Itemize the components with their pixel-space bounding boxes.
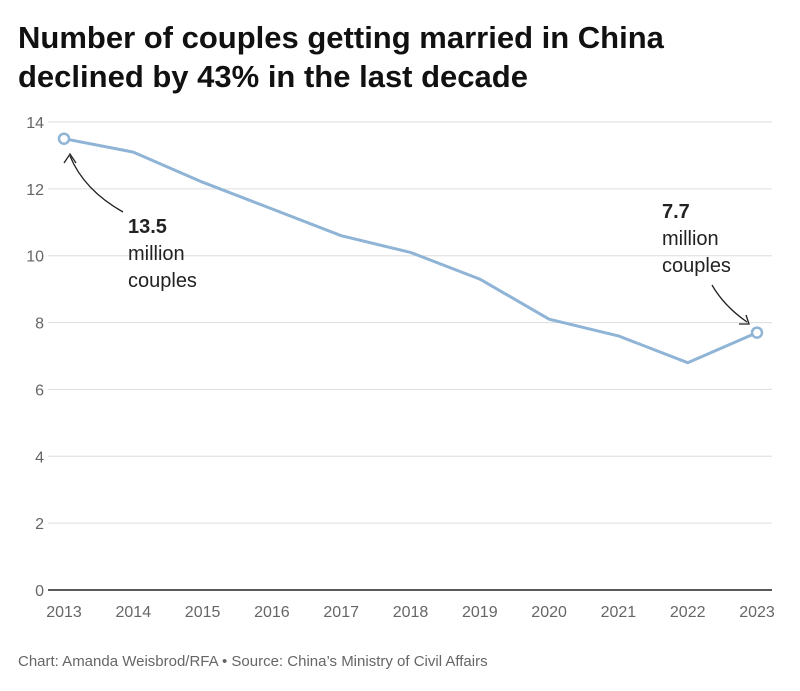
- y-tick-label: 6: [35, 382, 44, 399]
- chart-title: Number of couples getting married in Chi…: [18, 20, 664, 94]
- gridlines: [48, 121, 772, 524]
- x-tick-label: 2021: [601, 604, 637, 621]
- x-tick-label: 2016: [254, 604, 290, 621]
- y-tick-labels: 0 2 4 6 8 10 12 14: [26, 115, 44, 600]
- x-tick-labels: 2013 2014 2015 2016 2017 2018 2019 2020 2021 2022…: [46, 604, 775, 621]
- point-marker-start: [57, 132, 71, 145]
- annotation-unit-start: million: [128, 243, 185, 265]
- point-marker-end: [750, 326, 764, 339]
- annotation-label-start: couples: [128, 270, 197, 292]
- x-tick-label: 2022: [670, 604, 706, 621]
- y-tick-label: 8: [35, 316, 44, 333]
- annotation-arrow-end: [711, 284, 748, 323]
- annotated-points: [57, 132, 764, 339]
- x-tick-label: 2019: [462, 604, 498, 621]
- series-line-marriages: [62, 137, 759, 365]
- x-tick-label: 2013: [46, 604, 82, 621]
- line-chart: 0 2 4 6 8 10 12 14 2013 2014 2015 2016 2017 2018 2019…: [26, 115, 775, 621]
- x-tick-label: 2015: [185, 604, 221, 621]
- annotation-value-end: 7.7: [662, 201, 690, 223]
- x-tick-label: 2014: [116, 604, 152, 621]
- y-tick-label: 10: [26, 249, 44, 266]
- y-tick-label: 0: [35, 583, 44, 600]
- x-tick-label: 2023: [739, 604, 775, 621]
- annotation-arrow-start: [69, 155, 124, 213]
- annotation-arrow-end-head: [739, 314, 750, 325]
- y-tick-label: 4: [35, 449, 44, 466]
- y-tick-label: 2: [35, 516, 44, 533]
- series-line: [62, 137, 759, 365]
- annotation-unit-end: million: [662, 228, 719, 250]
- annotation-label-end: couples: [662, 255, 731, 277]
- x-tick-label: 2020: [531, 604, 567, 621]
- annotations: 13.5 million couples 7.7 million couples: [63, 152, 750, 325]
- chart-credit: Chart: Amanda Weisbrod/RFA • Source: Chi…: [18, 653, 488, 670]
- x-tick-label: 2017: [323, 604, 359, 621]
- y-tick-label: 14: [26, 115, 44, 132]
- annotation-arrow-start-head: [63, 152, 77, 164]
- y-tick-label: 12: [26, 182, 44, 199]
- annotation-value-start: 13.5: [128, 216, 167, 238]
- x-tick-label: 2018: [393, 604, 429, 621]
